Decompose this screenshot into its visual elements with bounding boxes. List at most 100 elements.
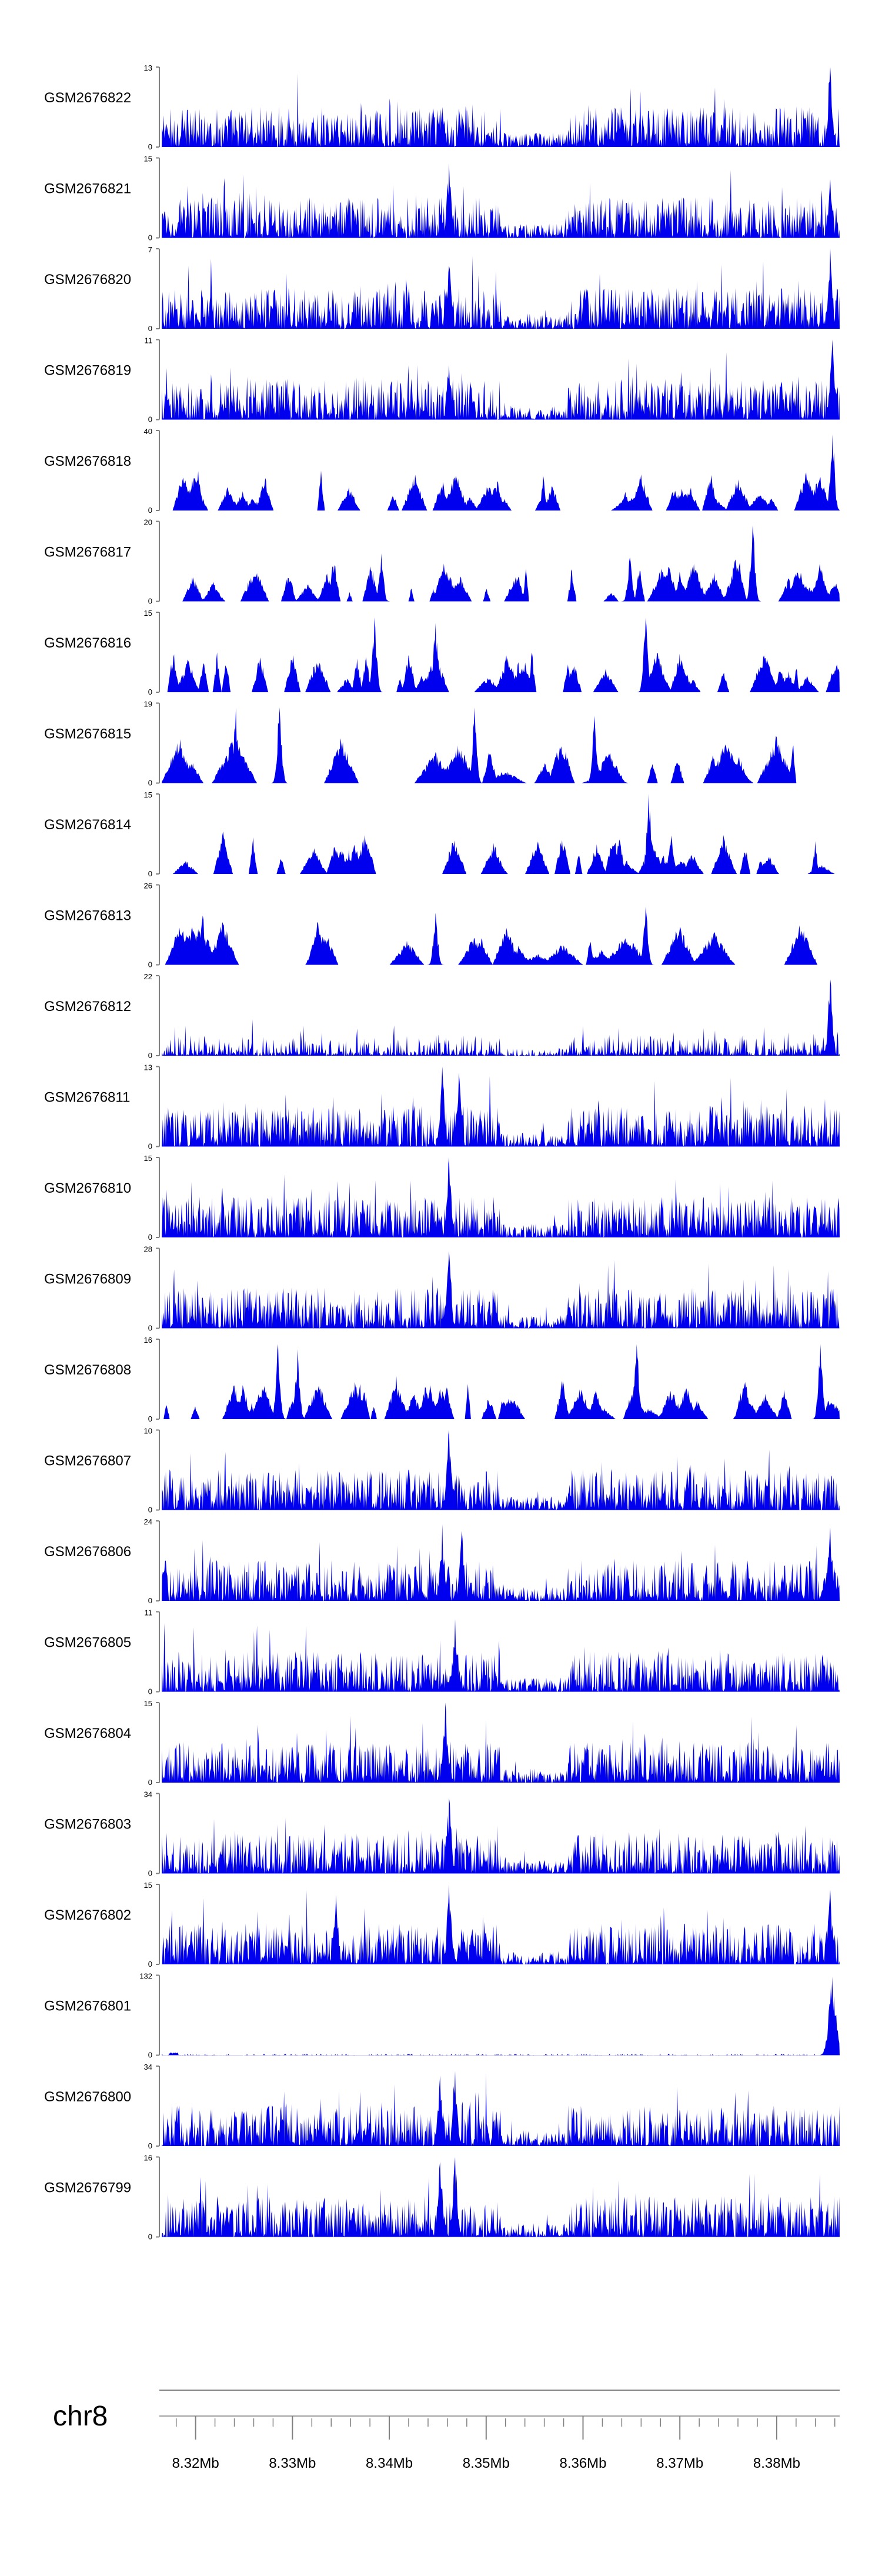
genome-axis: chr8 8.32Mb 8.33Mb 8.34Mb 8.35Mb 8.36Mb 8.37M… (53, 2390, 840, 2471)
track-coverage-area (162, 794, 840, 874)
track-GSM2676822: GSM2676822 13 0 (44, 64, 840, 151)
track-zero-label: 0 (148, 869, 152, 878)
track-ymax-label: 132 (139, 1972, 152, 1981)
track-zero-label: 0 (148, 142, 152, 151)
axis-tick-label: 8.37Mb (656, 2455, 703, 2471)
track-ymax-label: 15 (144, 1881, 152, 1890)
track-ymax-label: 7 (148, 245, 152, 254)
track-label: GSM2676811 (44, 1090, 130, 1106)
track-coverage-area (162, 1157, 840, 1237)
track-coverage-area (162, 525, 840, 602)
track-ymax-label: 16 (144, 2154, 152, 2163)
track-label: GSM2676800 (44, 2089, 131, 2105)
track-zero-label: 0 (148, 1596, 152, 1605)
track-ymax-label: 24 (144, 1517, 152, 1526)
track-ymax-label: 15 (144, 790, 152, 799)
track-GSM2676808: GSM2676808 16 0 (44, 1336, 840, 1423)
track-label: GSM2676813 (44, 908, 131, 924)
track-label: GSM2676804 (44, 1726, 131, 1741)
track-zero-label: 0 (148, 2051, 152, 2060)
axis-tick-label: 8.36Mb (559, 2455, 606, 2471)
track-coverage-area (162, 1976, 840, 2056)
track-zero-label: 0 (148, 1506, 152, 1514)
track-GSM2676817: GSM2676817 20 0 (44, 518, 840, 606)
track-coverage-area (162, 163, 840, 238)
track-label: GSM2676802 (44, 1907, 131, 1923)
track-zero-label: 0 (148, 779, 152, 788)
track-coverage-area (162, 906, 840, 965)
track-GSM2676806: GSM2676806 24 0 (44, 1517, 840, 1605)
track-ymax-label: 15 (144, 1154, 152, 1163)
track-GSM2676803: GSM2676803 34 0 (44, 1790, 840, 1878)
track-zero-label: 0 (148, 1687, 152, 1696)
track-zero-label: 0 (148, 415, 152, 424)
track-ymax-label: 34 (144, 2063, 152, 2071)
track-zero-label: 0 (148, 2233, 152, 2241)
track-GSM2676816: GSM2676816 15 0 (44, 609, 840, 696)
track-zero-label: 0 (148, 1414, 152, 1423)
track-GSM2676800: GSM2676800 34 0 (44, 2063, 840, 2150)
track-coverage-area (162, 2071, 840, 2146)
track-GSM2676815: GSM2676815 19 0 (44, 700, 840, 788)
track-label: GSM2676815 (44, 726, 131, 742)
track-GSM2676799: GSM2676799 16 0 (44, 2154, 840, 2241)
track-GSM2676809: GSM2676809 28 0 (44, 1245, 840, 1333)
track-label: GSM2676816 (44, 635, 131, 651)
axis-tick-label: 8.32Mb (172, 2455, 219, 2471)
axis-tick-label: 8.35Mb (463, 2455, 510, 2471)
chromosome-label: chr8 (53, 2401, 108, 2432)
track-coverage-area (162, 67, 840, 147)
track-GSM2676805: GSM2676805 11 0 (44, 1609, 840, 1696)
axis-tick-label: 8.34Mb (366, 2455, 413, 2471)
track-coverage-area (162, 1798, 840, 1874)
track-ymax-label: 16 (144, 1336, 152, 1344)
track-label: GSM2676809 (44, 1272, 131, 1287)
track-label: GSM2676803 (44, 1817, 131, 1833)
axis-tick-label: 8.38Mb (753, 2455, 800, 2471)
track-zero-label: 0 (148, 1778, 152, 1787)
track-label: GSM2676818 (44, 453, 131, 469)
track-zero-label: 0 (148, 324, 152, 333)
track-zero-label: 0 (148, 597, 152, 606)
track-GSM2676811: GSM2676811 13 0 (44, 1063, 840, 1151)
track-coverage-area (162, 1619, 840, 1692)
track-label: GSM2676810 (44, 1180, 131, 1196)
track-ymax-label: 26 (144, 882, 152, 890)
track-coverage-area (162, 1884, 840, 1964)
track-ymax-label: 13 (144, 1063, 152, 1072)
track-label: GSM2676806 (44, 1544, 131, 1560)
track-GSM2676820: GSM2676820 7 0 (44, 245, 840, 333)
track-label: GSM2676817 (44, 545, 131, 560)
track-ymax-label: 15 (144, 155, 152, 163)
track-coverage-area (162, 1524, 840, 1601)
track-zero-label: 0 (148, 233, 152, 242)
track-coverage-area (162, 339, 840, 420)
track-coverage-area (162, 1703, 840, 1783)
track-zero-label: 0 (148, 688, 152, 696)
track-label: GSM2676820 (44, 272, 131, 288)
track-label: GSM2676801 (44, 1998, 131, 2014)
track-ymax-label: 10 (144, 1427, 152, 1436)
coverage-tracks: GSM2676822130GSM2676821150GSM267682070GS… (44, 64, 840, 2241)
track-coverage-area (162, 979, 840, 1056)
track-GSM2676802: GSM2676802 15 0 (44, 1881, 840, 1968)
track-label: GSM2676819 (44, 363, 131, 379)
track-label: GSM2676805 (44, 1635, 131, 1651)
track-zero-label: 0 (148, 960, 152, 969)
track-label: GSM2676807 (44, 1453, 131, 1469)
track-ymax-label: 20 (144, 518, 152, 527)
track-zero-label: 0 (148, 1142, 152, 1151)
track-coverage-area (162, 707, 840, 783)
track-ymax-label: 34 (144, 1790, 152, 1799)
track-zero-label: 0 (148, 2141, 152, 2150)
track-GSM2676819: GSM2676819 11 0 (44, 336, 840, 424)
track-label: GSM2676822 (44, 90, 131, 106)
track-ymax-label: 11 (145, 1609, 153, 1617)
track-GSM2676810: GSM2676810 15 0 (44, 1154, 840, 1242)
track-ymax-label: 11 (145, 336, 153, 345)
track-label: GSM2676814 (44, 817, 131, 833)
track-zero-label: 0 (148, 1233, 152, 1242)
track-coverage-area (162, 1066, 840, 1147)
track-coverage-area (162, 1344, 840, 1419)
